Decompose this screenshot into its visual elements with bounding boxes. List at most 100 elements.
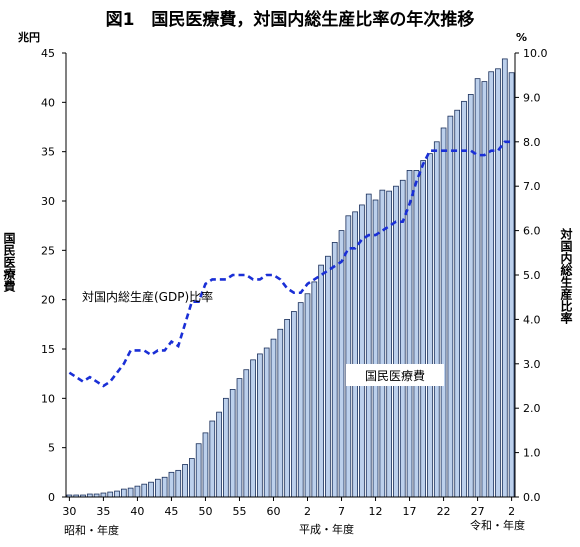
bar: [120, 488, 127, 498]
left-tick-label: 40: [41, 96, 55, 109]
bar-annotation: 国民医療費: [365, 368, 425, 383]
bar: [291, 311, 297, 498]
bar: [236, 378, 243, 498]
chart-title: 図1 国民医療費，対国内総生産比率の年次推移: [106, 9, 475, 30]
x-tick-label: 22: [437, 505, 451, 518]
x-tick-label: 27: [471, 505, 485, 518]
x-tick-label: 50: [198, 505, 212, 518]
bar: [345, 215, 352, 498]
bar: [202, 432, 209, 498]
bar: [481, 81, 488, 498]
x-tick-label: 12: [369, 505, 383, 518]
axes: [65, 53, 516, 498]
x-tick-label: 7: [338, 505, 345, 518]
bar: [365, 193, 372, 498]
era-label-reiwa: 令和・年度: [470, 518, 525, 532]
right-tick-label: 9.0: [523, 91, 541, 104]
bar: [223, 397, 229, 498]
bar: [488, 71, 495, 498]
left-tick-label: 45: [41, 47, 55, 60]
bar: [216, 411, 222, 498]
x-tick-label: 40: [130, 505, 144, 518]
right-tick-label: 3.0: [523, 358, 541, 371]
right-tick-label: 7.0: [523, 180, 541, 193]
x-tick-label: 30: [62, 505, 76, 518]
left-axis-ticks: 0 5 10 15 20 25 30 35 40 45: [41, 47, 66, 504]
bar: [393, 185, 399, 498]
bar: [107, 491, 114, 498]
right-tick-label: 5.0: [523, 269, 541, 282]
right-tick-label: 4.0: [523, 313, 541, 326]
bar: [189, 458, 195, 498]
bar: [359, 204, 365, 498]
bar: [304, 293, 311, 498]
bar: [399, 179, 406, 498]
bar: [141, 483, 148, 498]
bar: [284, 318, 290, 498]
bar: [250, 359, 256, 498]
gdp-ratio-line: [68, 140, 512, 388]
bar: [154, 478, 161, 498]
bar: [433, 141, 440, 498]
bar: [338, 230, 345, 498]
bar: [209, 420, 216, 498]
bar: [182, 464, 188, 498]
right-axis-label: 対国内総生産比率: [559, 227, 573, 325]
era-label-heisei: 平成・年度: [299, 522, 354, 536]
x-tick-label: 60: [266, 505, 280, 518]
bar: [243, 369, 250, 498]
bar: [461, 100, 467, 498]
bar-series: [66, 58, 515, 498]
x-tick-label: 17: [403, 505, 417, 518]
era-label-showa: 昭和・年度: [64, 523, 119, 537]
right-tick-label: 2.0: [523, 402, 541, 415]
left-tick-label: 20: [41, 294, 55, 307]
bar: [175, 469, 182, 498]
left-tick-label: 30: [41, 195, 55, 208]
line-annotation: 対国内総生産(GDP)比率: [82, 289, 213, 304]
bar: [277, 328, 284, 498]
left-tick-label: 25: [41, 244, 55, 257]
bar: [454, 109, 461, 498]
bar: [379, 189, 386, 498]
right-tick-label: 8.0: [523, 136, 541, 149]
left-tick-label: 0: [48, 491, 55, 504]
bar: [195, 443, 202, 498]
right-axis-unit: %: [516, 31, 527, 44]
bar: [229, 389, 236, 498]
bar: [148, 481, 154, 498]
bar: [447, 115, 454, 498]
bar: [311, 281, 318, 498]
bar-annotation-box: [346, 364, 444, 386]
bar: [331, 242, 338, 498]
bar: [168, 471, 175, 498]
bar: [372, 199, 379, 498]
left-tick-label: 35: [41, 146, 55, 159]
bar: [127, 487, 134, 498]
left-tick-label: 10: [41, 392, 55, 405]
bar: [318, 264, 324, 498]
bar: [386, 190, 392, 498]
x-tick-label: 45: [164, 505, 178, 518]
bar: [508, 72, 515, 498]
left-axis-label: 国民医療費: [2, 232, 16, 293]
bar: [134, 485, 141, 498]
x-axis-ticks: 30 35 40 45 50 55 60 2 7 12 17 22 27 2: [62, 497, 515, 518]
x-tick-label: 55: [232, 505, 246, 518]
right-tick-label: 10.0: [523, 47, 548, 60]
bar: [325, 255, 331, 498]
bar: [420, 160, 427, 498]
left-axis-unit: 兆円: [18, 30, 40, 44]
bar: [161, 476, 168, 498]
left-tick-label: 15: [41, 343, 55, 356]
bar: [501, 58, 508, 498]
right-tick-label: 1.0: [523, 447, 541, 460]
x-tick-label: 2: [508, 505, 515, 518]
bar: [352, 211, 358, 498]
bar: [413, 170, 420, 498]
bar: [297, 302, 304, 498]
right-tick-label: 6.0: [523, 225, 541, 238]
x-tick-label: 35: [96, 505, 110, 518]
bar: [406, 170, 413, 498]
